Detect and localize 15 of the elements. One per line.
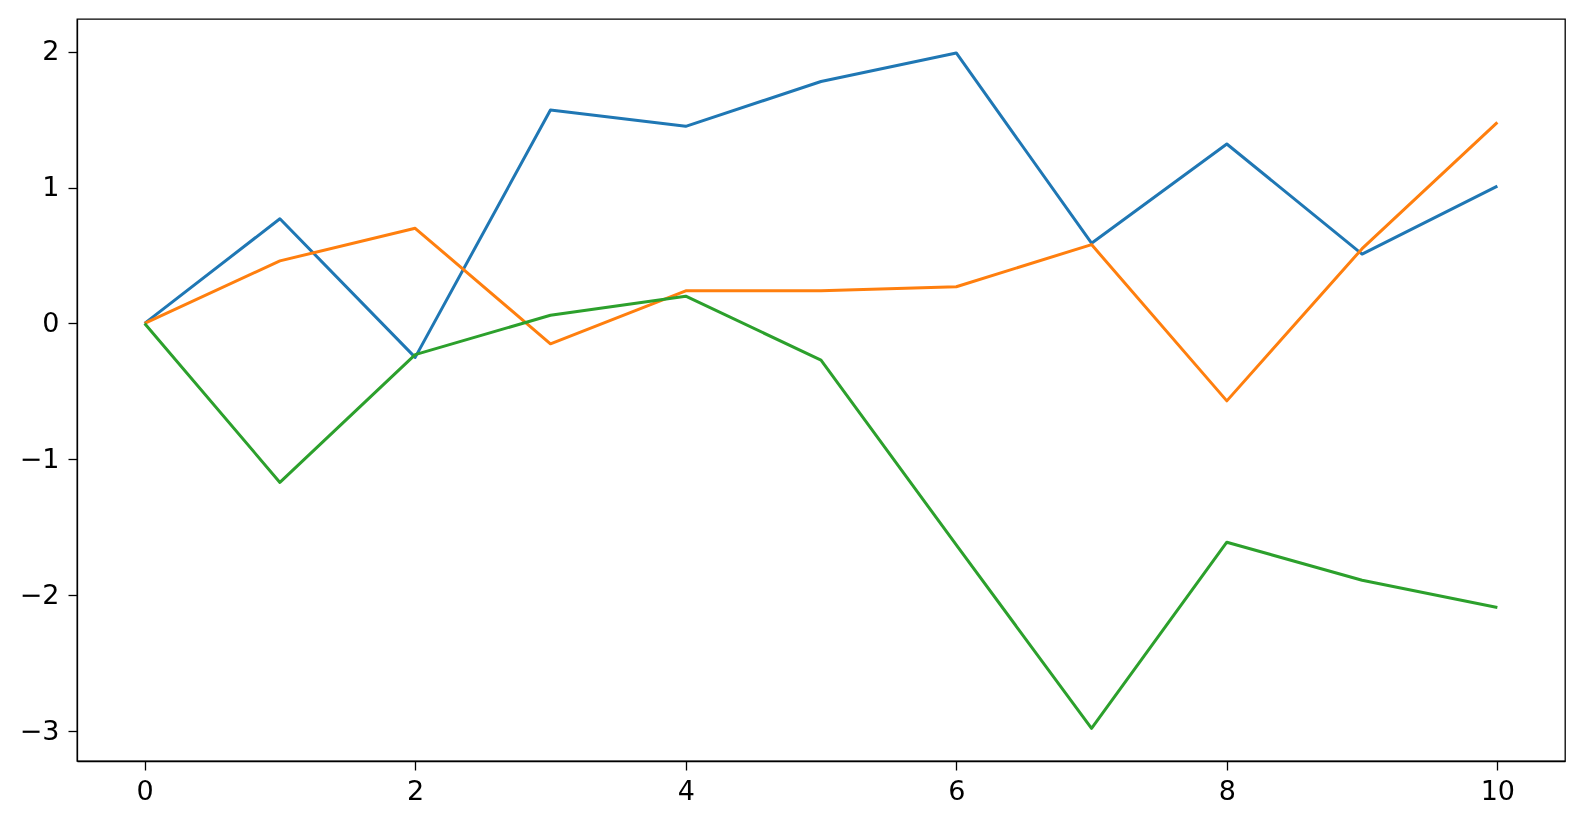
x-tick-label: 8: [1218, 774, 1236, 806]
y-tick-label: −1: [19, 442, 60, 474]
line-series: [143, 120, 1499, 403]
y-tick-label: 2: [42, 35, 60, 67]
x-tick-label: 6: [948, 774, 966, 806]
x-tick-label: 10: [1480, 774, 1516, 806]
line-series: [143, 51, 1499, 359]
y-tick-label: 0: [42, 306, 60, 338]
y-tick-label: −3: [19, 714, 60, 746]
y-tick-label: 1: [42, 171, 60, 203]
x-tick-label: 2: [407, 774, 425, 806]
x-tick-label: 4: [677, 774, 695, 806]
y-tick-label: −2: [19, 578, 60, 610]
x-tick-label: 0: [136, 774, 154, 806]
line-series: [143, 294, 1499, 730]
